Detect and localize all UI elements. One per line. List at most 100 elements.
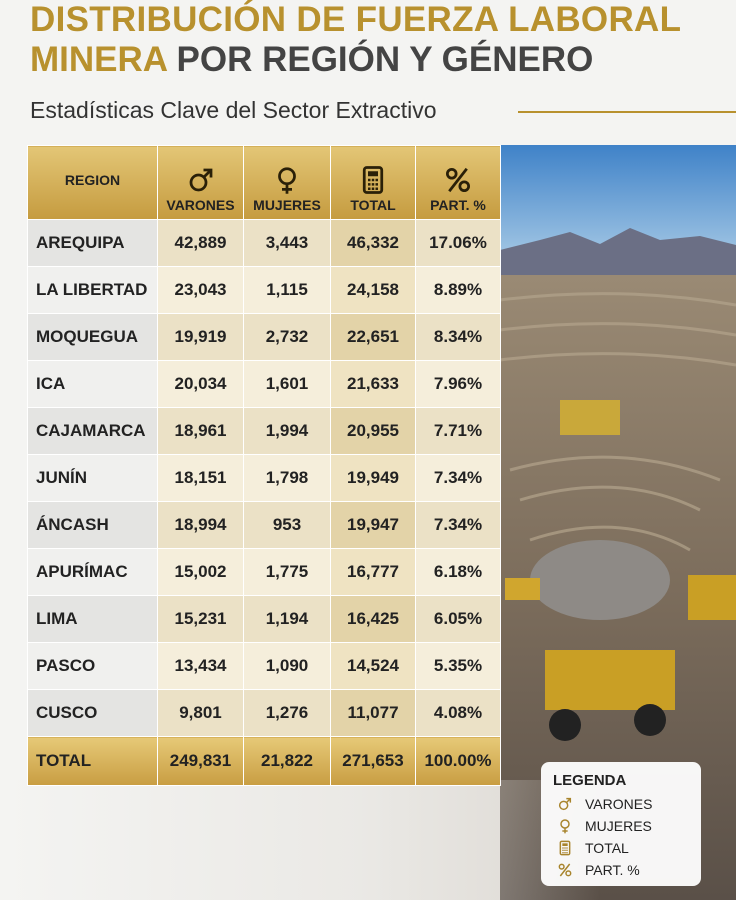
cell-value: 3,443: [243, 219, 331, 267]
cell-region: AREQUIPA: [27, 219, 158, 267]
cell-region: APURÍMAC: [27, 548, 158, 596]
icon: [278, 167, 296, 194]
title-line-2: MINERA POR REGIÓN Y GÉNERO: [30, 40, 593, 80]
cell-value: 7.96%: [415, 360, 501, 408]
cell-value: 8.89%: [415, 266, 501, 314]
cell-value: 7.34%: [415, 501, 501, 549]
cell-value: 46,332: [330, 219, 416, 267]
cell-value: 9,801: [157, 689, 244, 737]
cell-value: 6.05%: [415, 595, 501, 643]
icon: [558, 863, 572, 877]
cell-value: 1,601: [243, 360, 331, 408]
legend-item: PART. %: [557, 862, 640, 878]
legend-item: MUJERES: [557, 818, 652, 834]
legend-label: PART. %: [585, 862, 640, 878]
cell-value: 23,043: [157, 266, 244, 314]
cell-value: 16,425: [330, 595, 416, 643]
cell-value: 1,276: [243, 689, 331, 737]
column-label: VARONES: [166, 197, 235, 213]
table-row: APURÍMAC 15,002 1,775 16,777 6.18%: [27, 548, 501, 596]
cell-value: 5.35%: [415, 642, 501, 690]
icon: [446, 167, 470, 193]
cell-region: CAJAMARCA: [27, 407, 158, 455]
cell-value: 6.18%: [415, 548, 501, 596]
table-row: JUNÍN 18,151 1,798 19,949 7.34%: [27, 454, 501, 502]
total-value: 271,653: [330, 736, 416, 786]
column-label: MUJERES: [253, 197, 321, 213]
table-row: ICA 20,034 1,601 21,633 7.96%: [27, 360, 501, 408]
column-label: TOTAL: [350, 197, 396, 213]
icon: [362, 166, 384, 194]
cell-value: 17.06%: [415, 219, 501, 267]
cell-value: 14,524: [330, 642, 416, 690]
cell-value: 1,798: [243, 454, 331, 502]
cell-region: JUNÍN: [27, 454, 158, 502]
icon: [558, 797, 572, 811]
cell-value: 22,651: [330, 313, 416, 361]
cell-value: 7.34%: [415, 454, 501, 502]
table-row: ÁNCASH 18,994 953 19,947 7.34%: [27, 501, 501, 549]
cell-value: 19,949: [330, 454, 416, 502]
header-row: REGION VARONES MUJERES TOTAL PART. %: [27, 145, 501, 220]
table-row: MOQUEGUA 19,919 2,732 22,651 8.34%: [27, 313, 501, 361]
total-value: 100.00%: [415, 736, 501, 786]
column-header: VARONES: [157, 145, 244, 220]
cell-value: 18,151: [157, 454, 244, 502]
cell-value: 11,077: [330, 689, 416, 737]
cell-value: 19,919: [157, 313, 244, 361]
table-row: LA LIBERTAD 23,043 1,115 24,158 8.89%: [27, 266, 501, 314]
cell-value: 1,115: [243, 266, 331, 314]
cell-value: 13,434: [157, 642, 244, 690]
table-row: PASCO 13,434 1,090 14,524 5.35%: [27, 642, 501, 690]
legend: LEGENDA VARONES MUJERES TOTAL PART. %: [541, 762, 701, 886]
column-header: MUJERES: [243, 145, 331, 220]
cell-region: CUSCO: [27, 689, 158, 737]
legend-label: TOTAL: [585, 840, 629, 856]
column-header: PART. %: [415, 145, 501, 220]
cell-value: 953: [243, 501, 331, 549]
title-highlight: MINERA: [30, 40, 167, 79]
cell-value: 8.34%: [415, 313, 501, 361]
table-row: CAJAMARCA 18,961 1,994 20,955 7.71%: [27, 407, 501, 455]
legend-label: VARONES: [585, 796, 653, 812]
legend-title: LEGENDA: [553, 772, 627, 789]
total-label: TOTAL: [27, 736, 158, 786]
cell-value: 15,002: [157, 548, 244, 596]
cell-value: 20,955: [330, 407, 416, 455]
subtitle-rule: [518, 111, 736, 113]
cell-value: 18,994: [157, 501, 244, 549]
cell-value: 21,633: [330, 360, 416, 408]
cell-region: ICA: [27, 360, 158, 408]
table-row: LIMA 15,231 1,194 16,425 6.05%: [27, 595, 501, 643]
subtitle: Estadísticas Clave del Sector Extractivo: [30, 97, 437, 123]
column-label: PART. %: [430, 197, 486, 213]
title-line-1: DISTRIBUCIÓN DE FUERZA LABORAL: [30, 0, 682, 39]
title-rest: POR REGIÓN Y GÉNERO: [176, 40, 594, 79]
total-value: 249,831: [157, 736, 244, 786]
column-header: TOTAL: [330, 145, 416, 220]
cell-value: 1,775: [243, 548, 331, 596]
total-value: 21,822: [243, 736, 331, 786]
cell-value: 19,947: [330, 501, 416, 549]
icon: [559, 840, 571, 856]
cell-value: 18,961: [157, 407, 244, 455]
cell-region: MOQUEGUA: [27, 313, 158, 361]
cell-value: 7.71%: [415, 407, 501, 455]
icon: [189, 168, 212, 192]
cell-value: 1,994: [243, 407, 331, 455]
column-header: REGION: [27, 145, 158, 220]
cell-value: 42,889: [157, 219, 244, 267]
legend-item: VARONES: [557, 796, 652, 812]
legend-item: TOTAL: [557, 840, 629, 856]
icon: [560, 819, 570, 834]
cell-value: 1,194: [243, 595, 331, 643]
cell-value: 4.08%: [415, 689, 501, 737]
table-row: AREQUIPA 42,889 3,443 46,332 17.06%: [27, 219, 501, 267]
cell-region: PASCO: [27, 642, 158, 690]
table-row: CUSCO 9,801 1,276 11,077 4.08%: [27, 689, 501, 737]
cell-value: 16,777: [330, 548, 416, 596]
cell-value: 2,732: [243, 313, 331, 361]
column-label: REGION: [64, 171, 121, 188]
